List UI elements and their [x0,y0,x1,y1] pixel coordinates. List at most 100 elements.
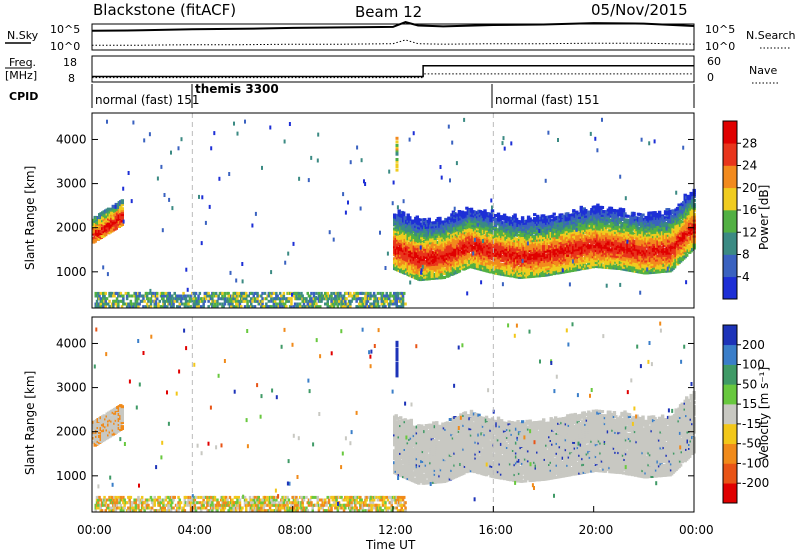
scatter-cell [430,269,434,273]
scatter-cell [421,258,425,261]
scatter-cell [561,254,565,258]
scatter-cell [539,270,543,274]
scatter-cell [551,238,555,242]
scatter-cell [599,239,603,243]
scatter-cell [587,230,591,234]
scatter-cell [432,265,436,268]
scatter-cell [520,251,525,255]
scatter-cell [511,241,516,244]
scatter-cell [549,246,553,250]
scatter-cell [468,223,472,227]
scatter-cell [427,265,431,269]
scatter-cell [507,240,511,244]
scatter-cell [429,241,433,245]
nave-label: Nave [749,64,777,77]
scatter-cell [414,264,418,268]
scatter-cell [536,266,540,270]
scatter-cell [418,242,422,246]
scatter-cell [517,248,522,252]
scatter-cell [653,211,657,215]
scatter-cell [549,270,553,274]
scatter-cell [421,220,425,224]
noise-right-tick-top: 10^5 [705,23,735,36]
scatter-cell [575,210,579,214]
scatter-cell [427,269,431,273]
scatter-cell [641,213,645,217]
scatter-cell [490,211,495,215]
scatter-cell [530,233,534,237]
scatter-cell [498,246,502,250]
noise-traces [91,21,695,46]
scatter-cell [542,214,546,218]
scatter-cell [436,244,440,248]
scatter-cell [612,209,617,212]
scatter-cell [560,217,564,221]
scatter-cell [533,250,537,254]
scatter-cell [418,274,422,278]
scatter-cell [588,253,592,257]
scatter-cell [560,213,564,217]
scatter-cell [496,230,501,234]
scatter-cell [599,261,603,265]
scatter-cell [435,276,439,280]
scatter-cell [519,269,523,273]
scatter-cell [543,249,547,253]
scatter-cell [585,256,589,260]
scatter-cell [530,257,534,261]
scatter-cell [566,253,570,257]
scatter-cell [433,243,437,246]
scatter-cell [429,249,433,253]
scatter-cell [528,217,532,221]
scatter-cell [487,246,492,250]
scatter-cell [490,239,495,243]
scatter-cell [545,247,549,251]
scatter-cell [552,264,556,268]
scatter-cell [496,260,501,264]
scatter-cell [474,252,478,256]
scatter-cell [480,232,484,236]
freq-tick-bottom: 8 [68,72,75,85]
scatter-cell [469,243,474,247]
scatter-cell [502,213,507,217]
scatter-cell [487,240,492,244]
scatter-cell [520,218,525,222]
scatter-cell [582,260,586,264]
scatter-cell [587,244,591,248]
scatter-cell [483,211,487,215]
scatter-cell [397,209,401,213]
scatter-cell [499,215,504,219]
scatter-cell [498,232,502,236]
scatter-cell [611,256,615,260]
scatter-cell [472,248,477,252]
scatter-cell [522,267,526,271]
scatter-cell [587,248,591,252]
scatter-cell [426,251,430,255]
scatter-cell [534,230,538,234]
scatter-cell [432,261,436,264]
scatter-cell [490,209,495,213]
scatter-cell [516,249,520,253]
scatter-cell [517,246,522,250]
freq-label-bottom: [MHz] [5,69,37,82]
scatter-cell [466,251,471,255]
scatter-cell [582,207,586,211]
scatter-cell [543,234,547,237]
date-title: 05/Nov/2015 [591,1,688,19]
scatter-cell [563,268,567,272]
scatter-cell [439,262,444,266]
scatter-cell [450,213,454,217]
scatter-cell [483,219,487,223]
scatter-cell [552,212,556,216]
scatter-cell [421,254,425,257]
scatter-cell [457,269,462,273]
scatter-cell [569,223,573,227]
scatter-cell [417,220,421,224]
scatter-cell [457,210,462,213]
scatter-cell [469,207,474,211]
scatter-cell [557,265,561,269]
scatter-cell [561,222,565,226]
scatter-cell [576,254,580,257]
scatter-cell [519,238,523,242]
scatter-cell [552,252,556,256]
scatter-cell [536,214,540,218]
